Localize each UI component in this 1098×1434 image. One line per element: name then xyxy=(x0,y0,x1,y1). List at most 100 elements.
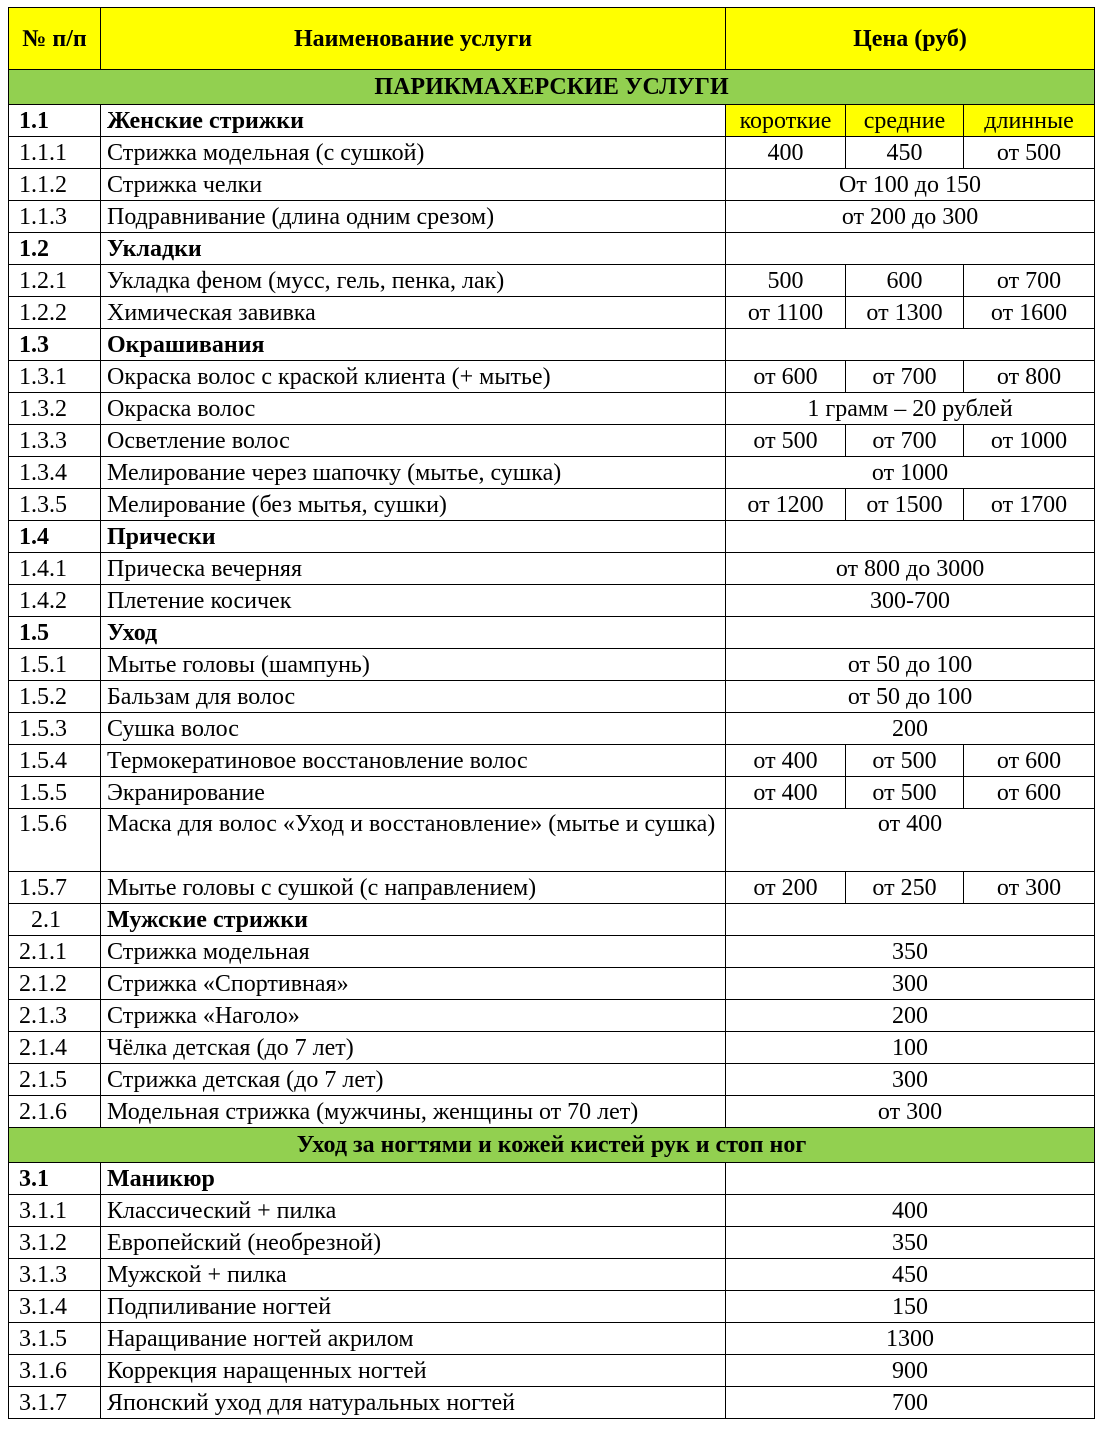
row-number: 1.1.2 xyxy=(8,168,101,201)
table-row: 1.1.2 Стрижка челки От 100 до 150 xyxy=(8,168,1096,201)
header-name: Наименование услуги xyxy=(100,7,726,70)
price-cell: 200 xyxy=(724,712,1096,745)
price-cell: от 600 xyxy=(725,360,846,393)
price-cell: 900 xyxy=(724,1354,1096,1387)
service-name: Термокератиновое восстановление волос xyxy=(100,744,726,777)
row-number: 1.4.2 xyxy=(8,584,101,617)
service-name: Маска для волос «Уход и восстановление» … xyxy=(100,808,726,872)
row-number: 3.1.7 xyxy=(8,1386,101,1419)
service-name: Прически xyxy=(100,520,726,553)
empty-cell xyxy=(724,520,1096,553)
price-cell: 300 xyxy=(724,967,1096,1000)
price-cell: от 1000 xyxy=(724,456,1096,489)
table-row: 1.3.2 Окраска волос 1 грамм – 20 рублей xyxy=(8,392,1096,425)
row-number: 1.3.3 xyxy=(8,424,101,457)
service-name: Химическая завивка xyxy=(100,296,726,329)
service-name: Женские стрижки xyxy=(100,104,726,137)
price-cell: 150 xyxy=(724,1290,1096,1323)
service-name: Осветление волос xyxy=(100,424,726,457)
row-number: 1.2.2 xyxy=(8,296,101,329)
section-title: ПАРИКМАХЕРСКИЕ УСЛУГИ xyxy=(7,69,1096,105)
price-cell: от 500 xyxy=(845,776,964,809)
price-cell: 100 xyxy=(724,1031,1096,1064)
table-row: 2.1.5 Стрижка детская (до 7 лет) 300 xyxy=(8,1063,1096,1096)
table-row: 3.1.4 Подпиливание ногтей 150 xyxy=(8,1290,1096,1323)
empty-cell xyxy=(724,232,1096,265)
table-row: 1.3.3 Осветление волос от 500 от 700 от 1000 xyxy=(8,424,1096,457)
price-cell: 450 xyxy=(845,136,964,169)
price-cell: от 1000 xyxy=(962,424,1096,457)
row-number: 1.5.3 xyxy=(8,712,101,745)
service-name: Мытье головы с сушкой (с направлением) xyxy=(100,871,726,904)
length-column-label: средние xyxy=(845,104,964,137)
price-cell: от 500 xyxy=(845,744,964,777)
service-name: Коррекция наращенных ногтей xyxy=(100,1354,726,1387)
table-row: 1.3.4 Мелирование через шапочку (мытье, с… xyxy=(8,456,1096,489)
empty-cell xyxy=(724,903,1096,936)
price-cell: от 400 xyxy=(725,776,846,809)
price-cell: от 1500 xyxy=(845,488,964,521)
group-row: 3.1 Маникюр xyxy=(8,1162,1096,1195)
header-price: Цена (руб) xyxy=(724,7,1096,70)
table-row: 1.2.2 Химическая завивка от 1100 от 1300 от … xyxy=(8,296,1096,329)
row-number: 1.3.5 xyxy=(8,488,101,521)
price-cell: от 1100 xyxy=(725,296,846,329)
service-name: Маникюр xyxy=(100,1162,726,1195)
price-cell: 1300 xyxy=(724,1322,1096,1355)
service-name: Уход xyxy=(100,616,726,649)
price-cell: от 50 до 100 xyxy=(724,680,1096,713)
price-cell: от 50 до 100 xyxy=(724,648,1096,681)
table-row: 2.1.6 Модельная стрижка (мужчины, женщины… xyxy=(8,1095,1096,1128)
table-row: 1.5.4 Термокератиновое восстановление вол… xyxy=(8,744,1096,777)
service-name: Экранирование xyxy=(100,776,726,809)
table-row: 1.5.1 Мытье головы (шампунь) от 50 до 100 xyxy=(8,648,1096,681)
service-name: Стрижка модельная (с сушкой) xyxy=(100,136,726,169)
price-cell: от 700 xyxy=(845,424,964,457)
group-row: 1.2 Укладки xyxy=(8,232,1096,265)
table-row: 2.1.1 Стрижка модельная 350 xyxy=(8,935,1096,968)
price-cell: от 500 xyxy=(962,136,1096,169)
group-row: 1.1 Женские стрижки короткие средние длинные xyxy=(8,104,1096,137)
row-number: 1.3.1 xyxy=(8,360,101,393)
table-row: 3.1.5 Наращивание ногтей акрилом 1300 xyxy=(8,1322,1096,1355)
price-cell: от 700 xyxy=(962,264,1096,297)
price-cell: 1 грамм – 20 рублей xyxy=(724,392,1096,425)
table-row: 1.1.1 Стрижка модельная (с сушкой) 400 450 о… xyxy=(8,136,1096,169)
service-name: Мелирование через шапочку (мытье, сушка) xyxy=(100,456,726,489)
table-row: 3.1.6 Коррекция наращенных ногтей 900 xyxy=(8,1354,1096,1387)
price-cell: от 400 xyxy=(724,808,1096,872)
service-name: Стрижка «Спортивная» xyxy=(100,967,726,1000)
row-number: 3.1.2 xyxy=(8,1226,101,1259)
price-cell: от 300 xyxy=(962,871,1096,904)
price-cell: 200 xyxy=(724,999,1096,1032)
section-title: Уход за ногтями и кожей кистей рук и сто… xyxy=(7,1127,1096,1163)
row-number: 3.1.1 xyxy=(8,1194,101,1227)
table-row: 1.5.2 Бальзам для волос от 50 до 100 xyxy=(8,680,1096,713)
table-row: 1.3.1 Окраска волос с краской клиента (+ … xyxy=(8,360,1096,393)
price-cell: от 1200 xyxy=(725,488,846,521)
row-number: 1.4.1 xyxy=(8,552,101,585)
row-number: 3.1.6 xyxy=(8,1354,101,1387)
row-number: 1.4 xyxy=(8,520,101,553)
row-number: 3.1.5 xyxy=(8,1322,101,1355)
price-cell: от 500 xyxy=(725,424,846,457)
row-number: 1.1.1 xyxy=(8,136,101,169)
section-row: ПАРИКМАХЕРСКИЕ УСЛУГИ xyxy=(7,69,1096,105)
row-number: 2.1 xyxy=(8,903,101,936)
price-cell: от 300 xyxy=(724,1095,1096,1128)
table-row: 1.5.3 Сушка волос 200 xyxy=(8,712,1096,745)
service-name: Подравнивание (длина одним срезом) xyxy=(100,200,726,233)
row-number: 1.3.2 xyxy=(8,392,101,425)
price-cell: от 400 xyxy=(725,744,846,777)
row-number: 2.1.3 xyxy=(8,999,101,1032)
price-cell: от 250 xyxy=(845,871,964,904)
price-cell: 400 xyxy=(724,1194,1096,1227)
service-name: Подпиливание ногтей xyxy=(100,1290,726,1323)
service-name: Японский уход для натуральных ногтей xyxy=(100,1386,726,1419)
price-cell: от 600 xyxy=(962,776,1096,809)
table-row: 1.3.5 Мелирование (без мытья, сушки) от 12… xyxy=(8,488,1096,521)
row-number: 3.1.4 xyxy=(8,1290,101,1323)
service-name: Бальзам для волос xyxy=(100,680,726,713)
service-name: Окраска волос xyxy=(100,392,726,425)
row-number: 1.2.1 xyxy=(8,264,101,297)
